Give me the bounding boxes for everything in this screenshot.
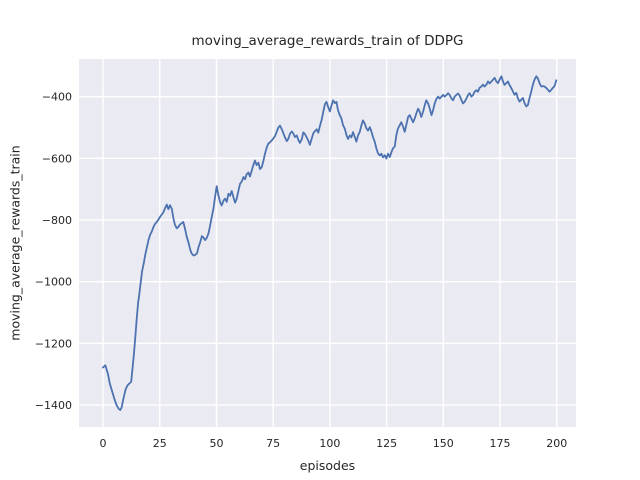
y-tick-label: −400 — [42, 91, 72, 104]
x-tick-label: 100 — [319, 437, 340, 450]
x-tick-label: 25 — [153, 437, 167, 450]
x-tick-label: 175 — [490, 437, 511, 450]
x-tick-label: 50 — [209, 437, 223, 450]
chart-title: moving_average_rewards_train of DDPG — [191, 33, 464, 49]
y-tick-label: −1400 — [35, 399, 72, 412]
x-tick-label: 75 — [266, 437, 280, 450]
y-tick-label: −1200 — [35, 337, 72, 350]
axes-background — [79, 59, 576, 427]
y-tick-label: −1000 — [35, 276, 72, 289]
y-tick-label: −600 — [42, 152, 72, 165]
x-tick-label: 200 — [546, 437, 567, 450]
y-axis-label: moving_average_rewards_train — [7, 145, 23, 341]
reward-line-series — [102, 75, 558, 411]
x-tick-label: 125 — [376, 437, 397, 450]
x-tick-label: 0 — [100, 437, 107, 450]
x-tick-label: 150 — [433, 437, 454, 450]
y-tick-label: −800 — [42, 214, 72, 227]
x-axis-label: episodes — [299, 458, 356, 473]
